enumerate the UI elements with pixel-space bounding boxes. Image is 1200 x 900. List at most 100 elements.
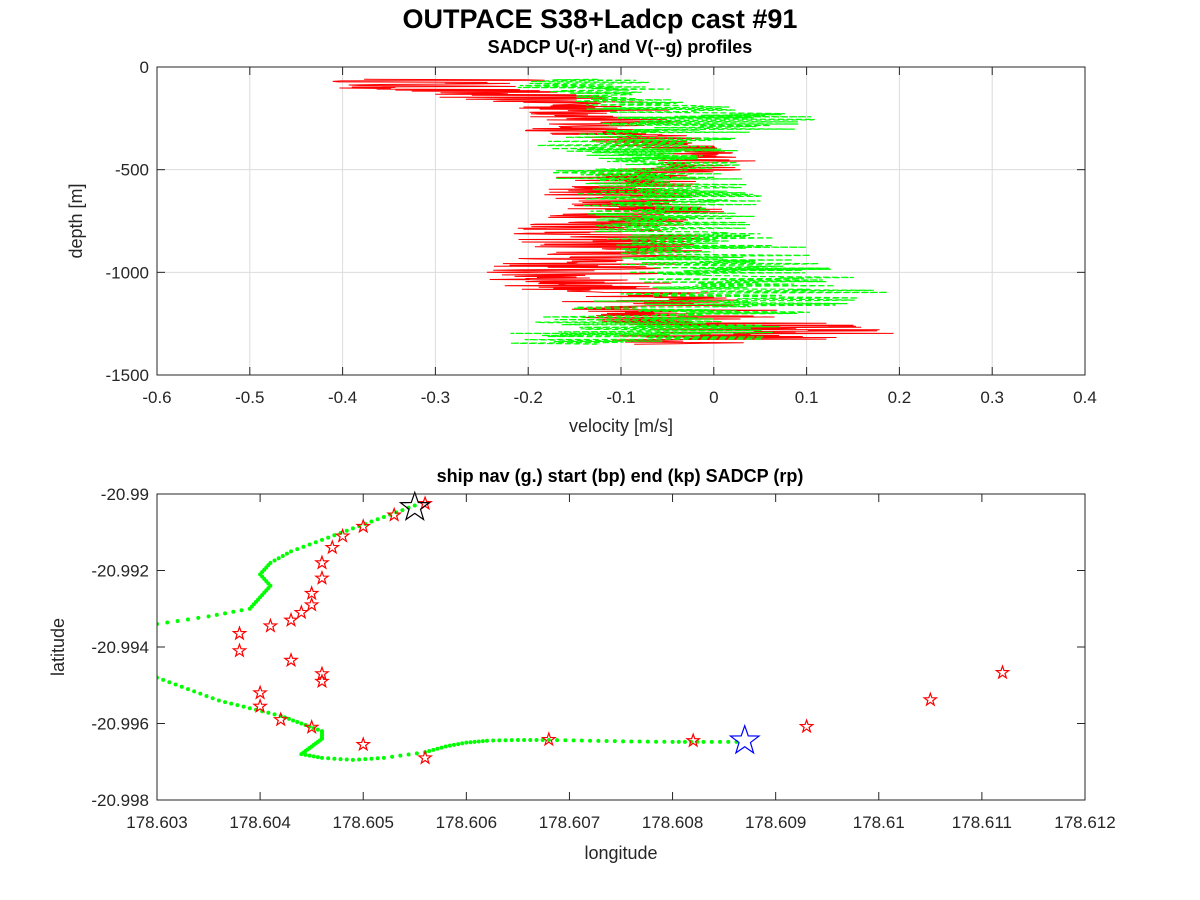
nav-point bbox=[427, 749, 432, 754]
x-tick-label: 0.1 bbox=[795, 388, 819, 407]
x-tick-label: 178.605 bbox=[332, 813, 393, 832]
nav-point bbox=[676, 739, 681, 744]
nav-point bbox=[185, 617, 190, 622]
nav-point bbox=[173, 682, 178, 687]
nav-point bbox=[682, 739, 687, 744]
nav-point bbox=[299, 752, 304, 757]
nav-point bbox=[247, 706, 252, 711]
sadcp-star bbox=[314, 569, 330, 585]
nav-point bbox=[229, 701, 234, 706]
sadcp-star bbox=[798, 718, 815, 734]
y-tick-label: -1500 bbox=[106, 366, 149, 385]
nav-point bbox=[315, 727, 320, 732]
nav-point bbox=[375, 756, 380, 761]
nav-point bbox=[97, 660, 101, 664]
profile-ylabel: depth [m] bbox=[66, 183, 86, 258]
nav-point bbox=[431, 747, 436, 752]
nav-point bbox=[280, 553, 285, 558]
y-tick-label: -20.996 bbox=[91, 715, 149, 734]
nav-point bbox=[662, 739, 667, 744]
nav-point bbox=[299, 721, 304, 726]
x-tick-label: 178.606 bbox=[436, 813, 497, 832]
x-tick-label: 178.608 bbox=[642, 813, 703, 832]
nav-point bbox=[503, 738, 508, 743]
nav-point bbox=[670, 739, 675, 744]
x-tick-label: -0.3 bbox=[421, 388, 450, 407]
nav-point bbox=[451, 742, 456, 747]
nav-point bbox=[130, 669, 134, 673]
nav-point bbox=[206, 614, 211, 619]
nav-point bbox=[272, 558, 277, 563]
y-tick-label: 0 bbox=[140, 58, 149, 77]
nav-point bbox=[198, 691, 203, 696]
y-tick-label: -1000 bbox=[106, 263, 149, 282]
nav-point bbox=[484, 738, 489, 743]
figure-title: OUTPACE S38+Ladcp cast #91 bbox=[403, 4, 798, 34]
nav-point bbox=[546, 737, 551, 742]
sadcp-star bbox=[303, 596, 320, 612]
sadcp-star bbox=[252, 684, 269, 700]
nav-point bbox=[192, 689, 197, 694]
start-star bbox=[728, 723, 761, 755]
nav-point bbox=[344, 757, 349, 762]
nav-point bbox=[295, 719, 300, 724]
y-tick-label: -500 bbox=[115, 161, 149, 180]
x-tick-label: 178.612 bbox=[1054, 813, 1115, 832]
nav-point bbox=[464, 740, 469, 745]
nav-point bbox=[73, 641, 77, 645]
sadcp-star bbox=[293, 604, 310, 620]
nav-point bbox=[311, 754, 316, 759]
nav-point bbox=[122, 628, 126, 632]
sadcp-star bbox=[922, 691, 939, 707]
nav-point bbox=[73, 643, 77, 647]
nav-point bbox=[344, 528, 349, 533]
y-tick-label: -20.994 bbox=[91, 638, 149, 657]
nav-point bbox=[223, 700, 228, 705]
x-tick-label: 178.603 bbox=[126, 813, 187, 832]
nav-point bbox=[114, 630, 118, 634]
nav-point bbox=[295, 547, 300, 552]
nav-point bbox=[439, 745, 444, 750]
nav-point bbox=[301, 544, 306, 549]
profile-xlabel: velocity [m/s] bbox=[569, 416, 673, 436]
nav-ylabel: latitude bbox=[48, 618, 68, 676]
sadcp-star bbox=[303, 718, 320, 735]
nav-point bbox=[175, 618, 180, 623]
nav-point bbox=[106, 662, 110, 666]
nav-point bbox=[476, 739, 481, 744]
end-star bbox=[398, 490, 431, 521]
nav-point bbox=[472, 739, 477, 744]
x-tick-label: 0.2 bbox=[888, 388, 912, 407]
nav-point bbox=[179, 684, 184, 689]
nav-point bbox=[534, 737, 539, 742]
nav-point bbox=[286, 716, 291, 721]
nav-point bbox=[185, 687, 190, 692]
x-tick-label: -0.2 bbox=[514, 388, 543, 407]
sadcp-star bbox=[252, 697, 269, 714]
nav-point bbox=[272, 712, 277, 717]
nav-point bbox=[604, 739, 609, 744]
x-tick-label: -0.4 bbox=[328, 388, 357, 407]
nav-point bbox=[326, 535, 331, 540]
nav-point bbox=[709, 739, 714, 744]
nav-point bbox=[375, 517, 380, 522]
nav-point bbox=[214, 612, 219, 617]
sadcp-star bbox=[417, 749, 434, 765]
x-tick-label: 178.61 bbox=[853, 813, 905, 832]
nav-point bbox=[350, 757, 355, 762]
x-tick-label: 178.607 bbox=[539, 813, 600, 832]
nav-point bbox=[480, 739, 485, 744]
nav-point bbox=[216, 698, 221, 703]
y-tick-label: -20.998 bbox=[91, 791, 149, 810]
x-tick-label: 178.609 bbox=[745, 813, 806, 832]
x-tick-label: 0 bbox=[709, 388, 718, 407]
nav-point bbox=[528, 737, 533, 742]
nav-point bbox=[139, 625, 143, 629]
nav-point bbox=[89, 657, 93, 661]
nav-point bbox=[363, 757, 368, 762]
nav-point bbox=[456, 742, 461, 747]
nav-point bbox=[629, 739, 634, 744]
nav-point bbox=[130, 627, 134, 631]
sadcp-star bbox=[231, 625, 248, 641]
